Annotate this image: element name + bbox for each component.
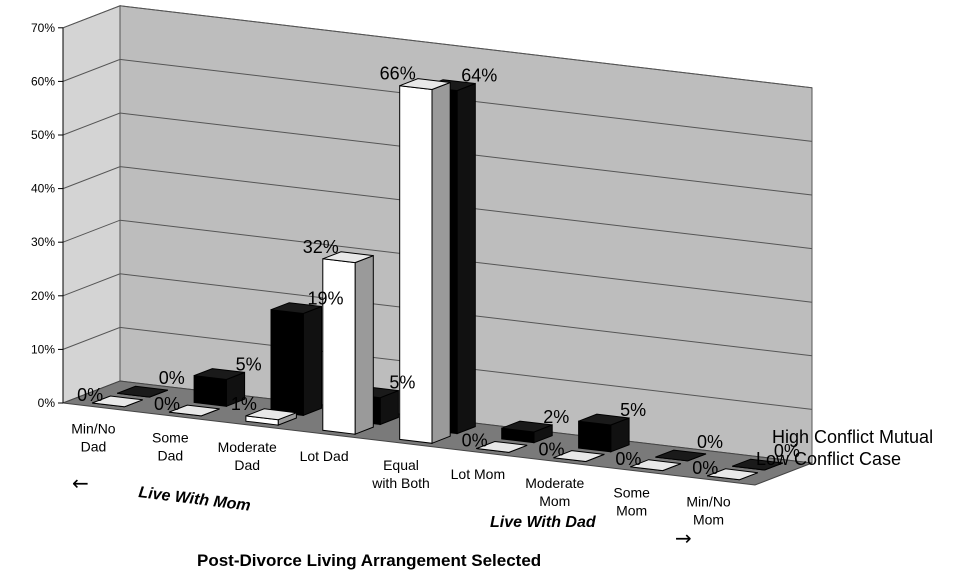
y-tick-label: 0% (38, 396, 56, 410)
data-label-low-conflict: 0% (77, 385, 103, 405)
bar-high-conflict (732, 458, 784, 471)
category-label: Moderate Dad (218, 439, 277, 473)
data-label-low-conflict: 0% (154, 394, 180, 414)
gridline (62, 326, 813, 410)
data-label-high-conflict: 5% (236, 354, 262, 374)
data-label-low-conflict: 0% (462, 431, 488, 451)
data-label-high-conflict: 2% (543, 407, 569, 427)
legend-entry: High Conflict Mutual (772, 427, 933, 447)
data-label-low-conflict: 32% (303, 237, 339, 257)
bar-low-conflict (707, 468, 758, 481)
low-conflict-bars (91, 78, 758, 481)
bar-low-conflict (399, 78, 451, 445)
bar-low-conflict (322, 251, 374, 435)
data-label-high-conflict: 64% (461, 66, 497, 86)
data-label-low-conflict: 0% (692, 458, 718, 478)
group-label-live-with-dad: Live With Dad (490, 514, 597, 531)
category-label: Min/No Dad (71, 421, 116, 455)
bar-high-conflict (117, 385, 168, 398)
category-label: Some Dad (152, 430, 189, 464)
data-label-high-conflict: 0% (697, 432, 723, 452)
category-label: Moderate Mom (525, 475, 584, 509)
category-label: Lot Mom (451, 466, 505, 482)
data-labels: 0% 0% 5% 0% 19% 1% 5% 32% 64% 66% 2% 0% 5% 0% 0% 0% 0% 0% (77, 64, 800, 478)
y-tick-label: 70% (31, 21, 55, 35)
category-label: Lot Dad (300, 448, 349, 464)
x-axis-title: Post-Divorce Living Arrangement Selected (197, 551, 541, 570)
bar-low-conflict (630, 459, 682, 472)
gridline (62, 112, 813, 196)
y-tick-label: 40% (31, 182, 55, 196)
right-arrow-icon: → (675, 526, 692, 550)
data-label-low-conflict: 66% (380, 64, 416, 84)
bar-low-conflict (553, 450, 605, 463)
bar-high-conflict (193, 368, 246, 408)
gridline (62, 58, 813, 142)
category-label: Some Mom (613, 484, 650, 518)
gridline (62, 273, 813, 357)
bar-low-conflict (476, 440, 528, 453)
data-label-high-conflict: 5% (389, 373, 415, 393)
side-wall (62, 5, 121, 404)
y-tick-label: 20% (31, 289, 55, 303)
y-tick-label: 30% (31, 235, 55, 249)
legend-entry: Low Conflict Case (756, 449, 901, 469)
gridline (62, 166, 813, 250)
data-label-low-conflict: 1% (231, 394, 257, 414)
bar-high-conflict (578, 413, 630, 453)
bar-low-conflict (245, 408, 297, 426)
gridlines (62, 5, 813, 410)
category-label: Min/No Mom (686, 493, 731, 527)
category-label: Equal with Both (371, 457, 430, 491)
bar-high-conflict (270, 302, 322, 417)
data-label-high-conflict: 0% (159, 368, 185, 388)
data-label-high-conflict: 0% (774, 441, 800, 461)
data-label-low-conflict: 0% (538, 440, 564, 460)
gridline (62, 5, 813, 89)
data-label-high-conflict: 5% (620, 400, 646, 420)
y-tick-label: 60% (31, 74, 55, 88)
bar-low-conflict (168, 404, 220, 417)
data-label-high-conflict: 19% (308, 288, 344, 308)
bar-high-conflict (501, 420, 553, 444)
bar-low-conflict (91, 395, 143, 408)
y-tick-label: 10% (31, 342, 55, 356)
bar-high-conflict (655, 449, 707, 462)
y-axis-ticks: 0% 10% 20% 30% 40% 50% 60% 70% (31, 21, 64, 410)
x-axis-categories: Min/No Dad Some Dad Moderate Dad Lot Dad Equal w… (71, 421, 731, 528)
y-tick-label: 50% (31, 128, 55, 142)
gridline (62, 219, 813, 303)
group-label-live-with-mom: Live With Mom (138, 484, 252, 515)
left-arrow-icon: ← (72, 471, 89, 495)
data-label-low-conflict: 0% (615, 449, 641, 469)
